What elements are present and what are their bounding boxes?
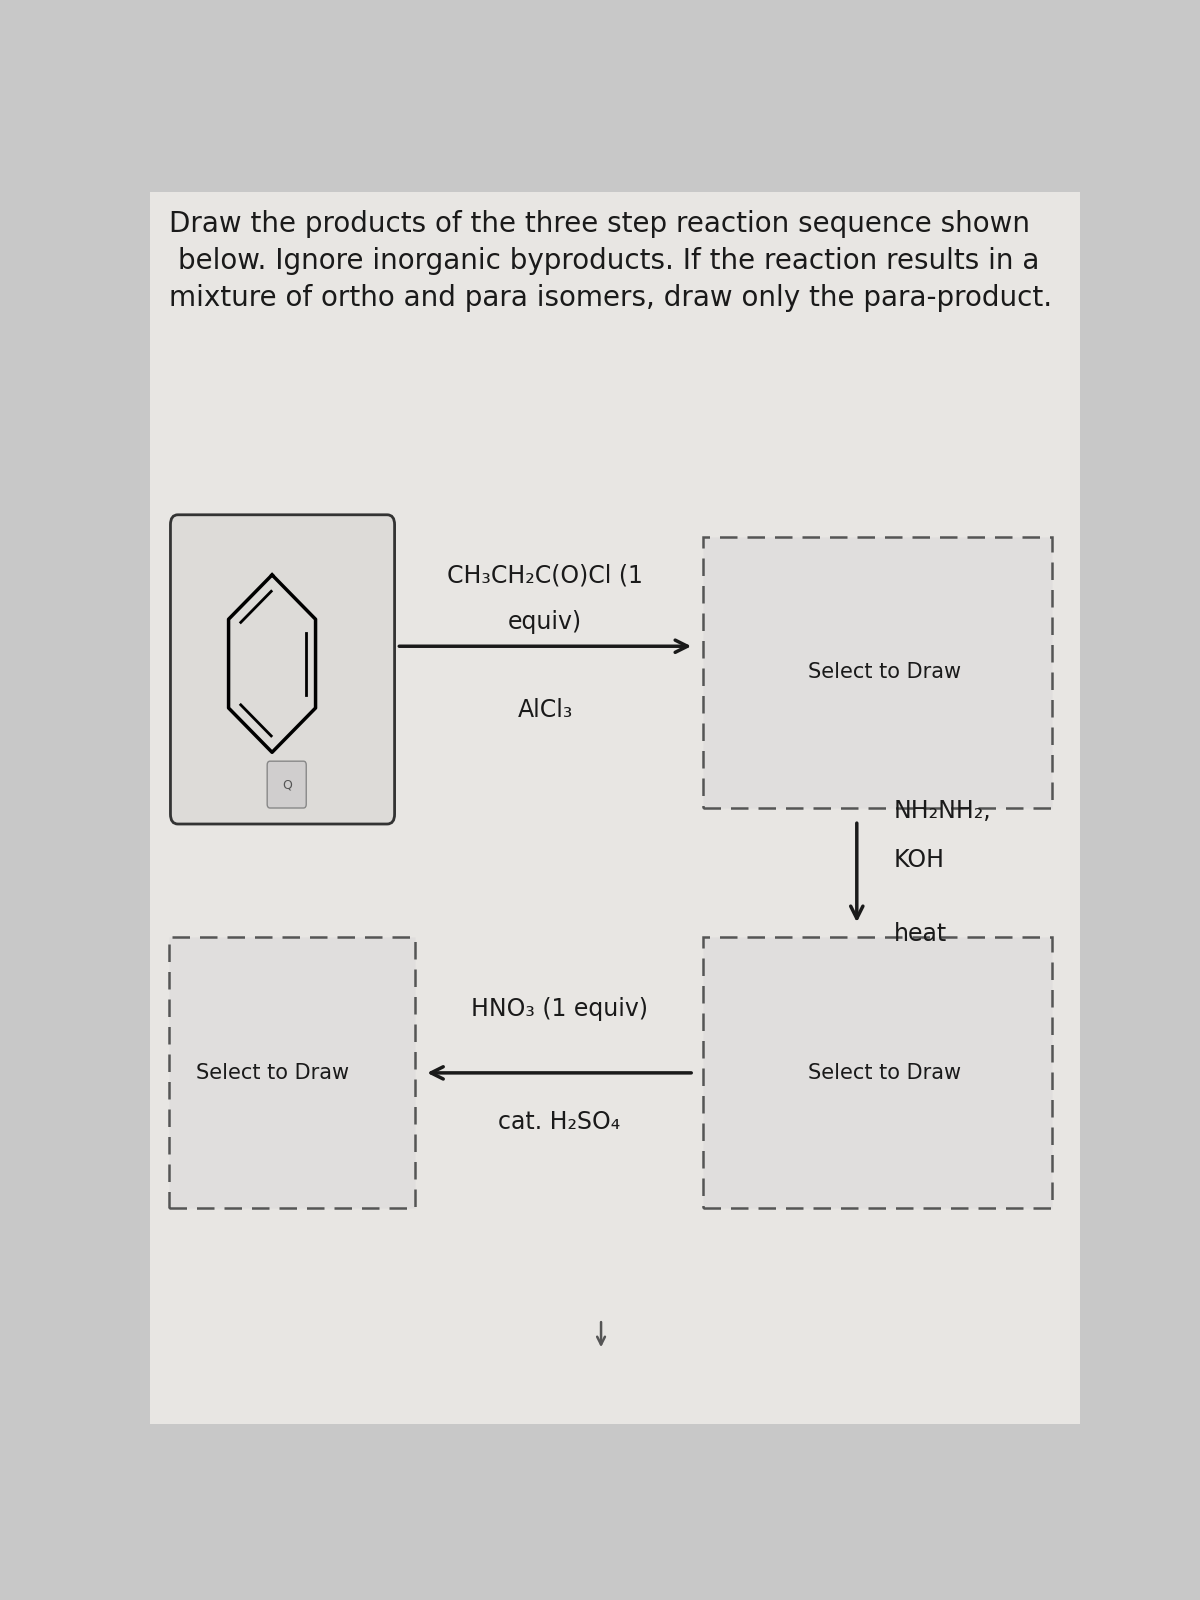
Text: Q: Q [282, 778, 292, 790]
Text: mixture of ortho and para isomers, draw only the para-product.: mixture of ortho and para isomers, draw … [168, 285, 1051, 312]
Text: cat. H₂SO₄: cat. H₂SO₄ [498, 1110, 620, 1134]
Text: below. Ignore inorganic byproducts. If the reaction results in a: below. Ignore inorganic byproducts. If t… [178, 248, 1039, 275]
Text: AlCl₃: AlCl₃ [517, 698, 572, 722]
Bar [168, 938, 415, 1208]
Text: Select to Draw: Select to Draw [808, 662, 961, 683]
Bar [703, 938, 1052, 1208]
Text: Draw the products of the three step reaction sequence shown: Draw the products of the three step reac… [168, 211, 1030, 238]
Text: Select to Draw: Select to Draw [196, 1062, 349, 1083]
Text: CH₃CH₂C(O)Cl (1: CH₃CH₂C(O)Cl (1 [448, 563, 643, 587]
Text: Select to Draw: Select to Draw [808, 1062, 961, 1083]
FancyBboxPatch shape [170, 515, 395, 824]
Text: NH₂NH₂,: NH₂NH₂, [894, 798, 991, 822]
Text: KOH: KOH [894, 848, 946, 872]
Text: HNO₃ (1 equiv): HNO₃ (1 equiv) [470, 997, 648, 1021]
Text: heat: heat [894, 922, 947, 946]
FancyBboxPatch shape [268, 762, 306, 808]
Bar [703, 538, 1052, 808]
Text: equiv): equiv) [508, 610, 582, 634]
